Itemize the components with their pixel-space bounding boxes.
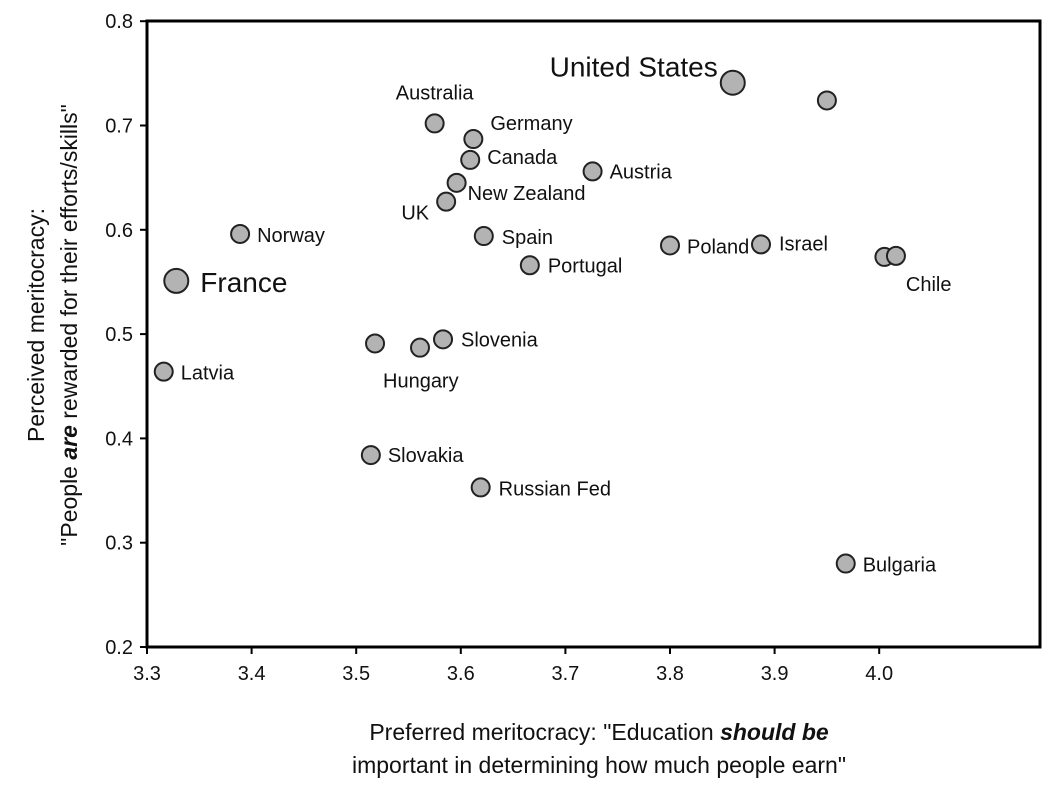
- point-new-zealand: [446, 172, 467, 193]
- point-bulgaria: [835, 553, 856, 574]
- y-axis-title-line1: Perceived meritocracy:: [23, 208, 49, 442]
- plot-area: [145, 19, 1042, 649]
- y-tick-label: 0.4: [105, 428, 133, 450]
- point-slovenia: [433, 329, 454, 350]
- label-spain: Spain: [502, 227, 553, 249]
- x-tick-label: 3.8: [656, 663, 684, 685]
- data-points: [153, 69, 906, 574]
- label-chile: Chile: [906, 274, 952, 296]
- label-canada: Canada: [487, 147, 558, 169]
- y-tick-label: 0.2: [105, 637, 133, 659]
- point-unlabeled-1: [816, 90, 837, 111]
- point-uk: [436, 191, 457, 212]
- label-slovenia: Slovenia: [461, 329, 539, 351]
- point-hungary: [410, 337, 431, 358]
- y-tick-label: 0.5: [105, 324, 133, 346]
- y-tick-label: 0.7: [105, 116, 133, 138]
- x-axis-title-line1: Preferred meritocracy: "Education should…: [369, 719, 829, 745]
- label-new-zealand: New Zealand: [468, 183, 586, 205]
- point-slovakia: [360, 445, 381, 466]
- point-canada: [460, 149, 481, 170]
- label-australia: Australia: [396, 82, 475, 104]
- label-latvia: Latvia: [181, 363, 235, 385]
- label-slovakia: Slovakia: [388, 445, 464, 467]
- label-united-states: United States: [550, 52, 718, 83]
- point-france: [163, 267, 190, 294]
- label-uk: UK: [401, 203, 429, 225]
- point-russian-fed: [470, 477, 491, 498]
- x-tick-label: 3.6: [447, 663, 475, 685]
- x-tick-label: 4.0: [865, 663, 893, 685]
- label-poland: Poland: [687, 236, 749, 258]
- y-tick-label: 0.6: [105, 220, 133, 242]
- label-bulgaria: Bulgaria: [863, 555, 937, 577]
- label-russian-fed: Russian Fed: [499, 478, 611, 500]
- point-australia: [424, 113, 445, 134]
- x-tick-label: 3.7: [551, 663, 579, 685]
- data-labels: United States Australia Germany Canada Austr…: [181, 52, 952, 577]
- y-tick-label: 0.3: [105, 533, 133, 555]
- y-axis-ticks: 0.2 0.3 0.4 0.5 0.6 0.7 0.8: [105, 11, 147, 659]
- x-tick-label: 3.3: [133, 663, 161, 685]
- point-portugal: [519, 255, 540, 276]
- point-united-states: [719, 69, 746, 96]
- point-unlabeled-17: [365, 333, 386, 354]
- x-axis-title-line2: important in determining how much people…: [352, 752, 846, 778]
- point-austria: [582, 161, 603, 182]
- label-israel: Israel: [779, 233, 828, 255]
- x-tick-label: 3.5: [342, 663, 370, 685]
- point-latvia: [153, 361, 174, 382]
- y-tick-label: 0.8: [105, 11, 133, 33]
- x-tick-label: 3.4: [238, 663, 266, 685]
- label-portugal: Portugal: [548, 255, 623, 277]
- y-axis-title: Perceived meritocracy: "People are rewar…: [23, 104, 82, 546]
- point-israel: [751, 234, 772, 255]
- label-norway: Norway: [257, 225, 325, 247]
- label-hungary: Hungary: [383, 371, 459, 393]
- point-poland: [660, 235, 680, 256]
- point-germany: [463, 129, 484, 150]
- label-germany: Germany: [490, 113, 572, 135]
- x-tick-label: 3.9: [761, 663, 789, 685]
- point-chile: [885, 245, 906, 266]
- label-austria: Austria: [610, 161, 673, 183]
- label-france: France: [200, 267, 287, 298]
- y-axis-title-line2: "People are rewarded for their efforts/s…: [56, 104, 82, 546]
- point-norway: [230, 223, 251, 244]
- point-spain: [473, 226, 494, 247]
- x-axis-ticks: 3.3 3.4 3.5 3.6 3.7 3.8 3.9 4.0: [133, 647, 893, 685]
